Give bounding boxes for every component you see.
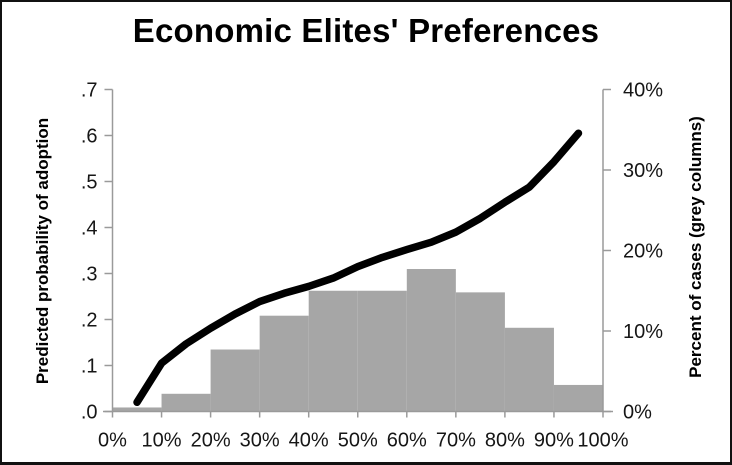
- x-axis-tick-label: 50%: [338, 430, 378, 452]
- histogram-bar: [455, 292, 505, 412]
- right-axis-tick-label: 20%: [623, 241, 663, 263]
- right-axis-tick-label: 10%: [623, 321, 663, 343]
- histogram-bar: [357, 290, 407, 412]
- histogram-bar: [553, 384, 603, 412]
- x-axis-tick-label: 30%: [240, 430, 280, 452]
- x-axis-tick-label: 80%: [485, 430, 525, 452]
- right-axis-tick-label: 30%: [623, 160, 663, 182]
- right-axis-tick-label: 0%: [623, 402, 652, 424]
- chart-title: Economic Elites' Preferences: [132, 12, 600, 49]
- histogram-bar: [112, 407, 162, 412]
- left-axis-tick-label: .5: [81, 172, 98, 194]
- left-axis-tick-label: .2: [81, 310, 98, 332]
- x-axis-tick-label: 90%: [534, 430, 574, 452]
- histogram-bar: [210, 349, 260, 412]
- histogram-bar: [504, 327, 554, 412]
- left-axis-tick-label: .7: [81, 80, 98, 102]
- histogram-bar: [259, 315, 309, 412]
- x-axis-tick-label: 70%: [436, 430, 476, 452]
- x-axis-tick-label: 40%: [289, 430, 329, 452]
- left-axis-tick-label: .0: [81, 402, 98, 424]
- histogram-bar: [308, 290, 358, 412]
- left-y-axis-title: Predicted probability of adoption: [33, 117, 52, 385]
- left-axis-tick-label: .3: [81, 264, 98, 286]
- right-y-axis-title: Percent of cases (grey columns): [686, 116, 705, 378]
- left-axis-tick-label: .1: [81, 356, 98, 378]
- x-axis-tick-label: 100%: [577, 430, 628, 452]
- histogram-bar: [406, 269, 456, 412]
- histogram-bar: [161, 393, 211, 412]
- x-axis-tick-label: 0%: [98, 430, 127, 452]
- left-axis-tick-label: .6: [81, 126, 98, 148]
- left-axis-tick-label: .4: [81, 218, 98, 240]
- x-axis-tick-label: 10%: [142, 430, 182, 452]
- right-axis-tick-label: 40%: [623, 80, 663, 102]
- probability-line: [133, 129, 583, 407]
- x-axis-tick-label: 60%: [387, 430, 427, 452]
- x-axis-tick-label: 20%: [191, 430, 231, 452]
